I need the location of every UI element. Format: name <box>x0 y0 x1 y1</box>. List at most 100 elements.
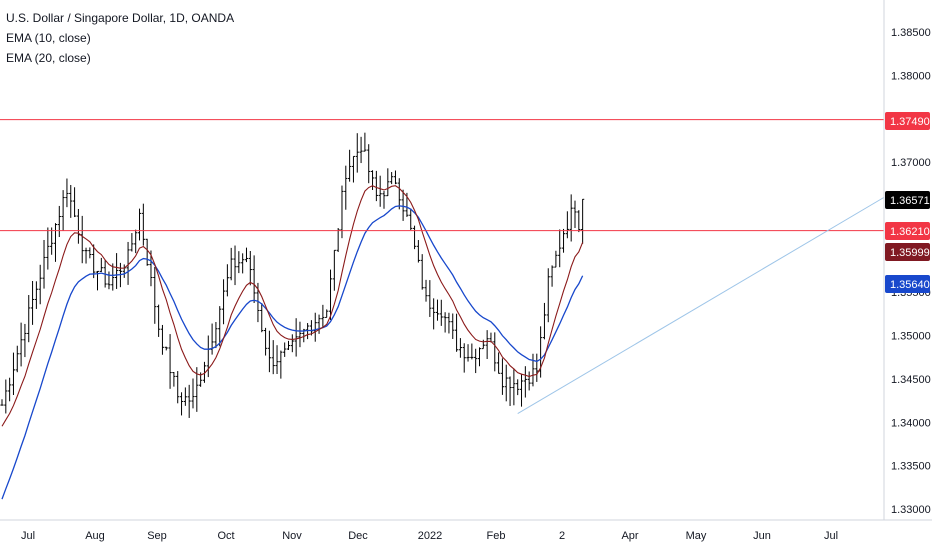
ohlc-bar <box>229 247 233 281</box>
ohlc-bar <box>523 366 527 398</box>
ohlc-bar <box>145 238 149 266</box>
ohlc-bar <box>432 298 436 330</box>
ohlc-bar <box>424 279 428 302</box>
ohlc-bar <box>336 228 340 253</box>
ohlc-bar <box>38 264 42 305</box>
ohlc-bar <box>244 247 249 263</box>
ohlc-bar <box>573 200 577 229</box>
ohlc-bar <box>294 318 298 357</box>
svg-text:1.36571: 1.36571 <box>890 195 930 207</box>
time-tick-label: Aug <box>85 530 105 542</box>
ohlc-bar <box>546 268 550 323</box>
ohlc-bar <box>214 322 218 349</box>
ohlc-bar <box>267 330 271 373</box>
ohlc-bar <box>225 264 229 297</box>
ohlc-bar <box>542 302 547 340</box>
time-tick-label: May <box>686 530 707 542</box>
ohlc-bar <box>57 205 61 238</box>
time-tick-label: 2 <box>559 530 565 542</box>
ohlc-bar <box>447 312 451 334</box>
ohlc-bar <box>382 191 386 209</box>
ohlc-bar <box>27 295 31 343</box>
ohlc-bar <box>69 184 73 218</box>
time-tick-label: Dec <box>348 530 368 542</box>
ohlc-bar <box>191 378 195 409</box>
ohlc-bar <box>470 343 474 360</box>
ohlc-bar <box>65 178 69 208</box>
ohlc-bar <box>11 352 16 395</box>
ohlc-bar <box>416 240 420 263</box>
ohlc-bar <box>168 334 172 389</box>
ohlc-bar <box>210 323 214 355</box>
legend-title[interactable]: U.S. Dollar / Singapore Dollar, 1D, OAND… <box>6 11 235 25</box>
ohlc-bar <box>115 253 119 289</box>
ohlc-bar <box>290 334 294 353</box>
ohlc-bar <box>317 314 321 334</box>
ohlc-bar <box>581 198 585 244</box>
ohlc-bar <box>23 323 27 358</box>
ohlc-bar <box>458 338 462 358</box>
trend-line[interactable] <box>517 196 885 415</box>
price-tag-middle-horizontal-line: 1.36210 <box>885 222 930 240</box>
ohlc-bar <box>279 350 283 379</box>
ohlc-bar <box>8 377 12 402</box>
price-tick-label: 1.35000 <box>891 331 931 343</box>
ohlc-bar <box>497 352 501 374</box>
ohlc-bar <box>454 313 459 352</box>
ohlc-bar <box>519 373 524 407</box>
ohlc-bar <box>466 344 470 362</box>
ohlc-bar <box>183 387 187 406</box>
ohlc-bar <box>202 361 207 383</box>
ohlc-bar <box>84 247 88 264</box>
ohlc-bar <box>263 327 268 356</box>
horizontal-lines[interactable] <box>0 119 884 232</box>
ohlc-bar <box>233 245 237 286</box>
ohlc-bar <box>493 332 497 372</box>
ohlc-bar <box>76 209 80 244</box>
ohlc-bar <box>298 321 302 348</box>
ohlc-bar <box>504 364 508 402</box>
ohlc-bar <box>344 165 348 210</box>
legend-ema-20[interactable]: EMA (20, close) <box>6 51 91 65</box>
ohlc-bar <box>218 306 222 347</box>
ohlc-bar <box>477 347 482 367</box>
ohlc-bar <box>554 250 558 268</box>
price-tick-label: 1.37000 <box>891 157 931 169</box>
ohlc-bar <box>130 233 134 252</box>
ohlc-bar <box>412 225 417 250</box>
ohlc-bar <box>332 249 336 291</box>
ohlc-bar <box>42 239 46 289</box>
ohlc-bar <box>577 210 581 233</box>
time-tick-label: Nov <box>282 530 302 542</box>
svg-text:1.35999: 1.35999 <box>890 247 930 259</box>
ohlc-bar <box>92 244 96 279</box>
time-axis[interactable]: Jul Aug Sep Oct Nov Dec 2022 Feb 2 Apr May Jun Jul <box>21 530 838 542</box>
ohlc-bar <box>149 250 153 287</box>
ema-20-line <box>1 205 584 500</box>
ohlc-bar <box>363 132 367 152</box>
ohlc-bar <box>386 168 390 197</box>
ohlc-bar <box>348 149 352 182</box>
ohlc-bar <box>535 353 539 382</box>
ohlc-bar <box>401 189 405 221</box>
ohlc-bar <box>393 170 398 185</box>
ohlc-bar <box>321 304 325 329</box>
legend-ema-10[interactable]: EMA (10, close) <box>6 31 91 45</box>
ohlc-bar <box>474 348 478 374</box>
ohlc-bar <box>160 324 165 355</box>
price-axis[interactable]: 1.385001.380001.370001.355001.350001.345… <box>891 27 931 516</box>
ohlc-bar <box>481 339 485 350</box>
ohlc-bar <box>221 279 226 325</box>
ohlc-bar <box>378 175 382 207</box>
price-tick-label: 1.34000 <box>891 417 931 429</box>
ohlc-bar <box>107 271 111 290</box>
time-tick-label: Apr <box>621 530 638 542</box>
ohlc-bar <box>328 269 333 320</box>
ohlc-bar <box>558 229 562 268</box>
ohlc-bar <box>237 251 241 274</box>
price-tick-label: 1.33500 <box>891 461 931 473</box>
ohlc-bar <box>176 371 180 404</box>
ohlc-bar <box>512 368 516 406</box>
ohlc-bar <box>252 255 256 304</box>
